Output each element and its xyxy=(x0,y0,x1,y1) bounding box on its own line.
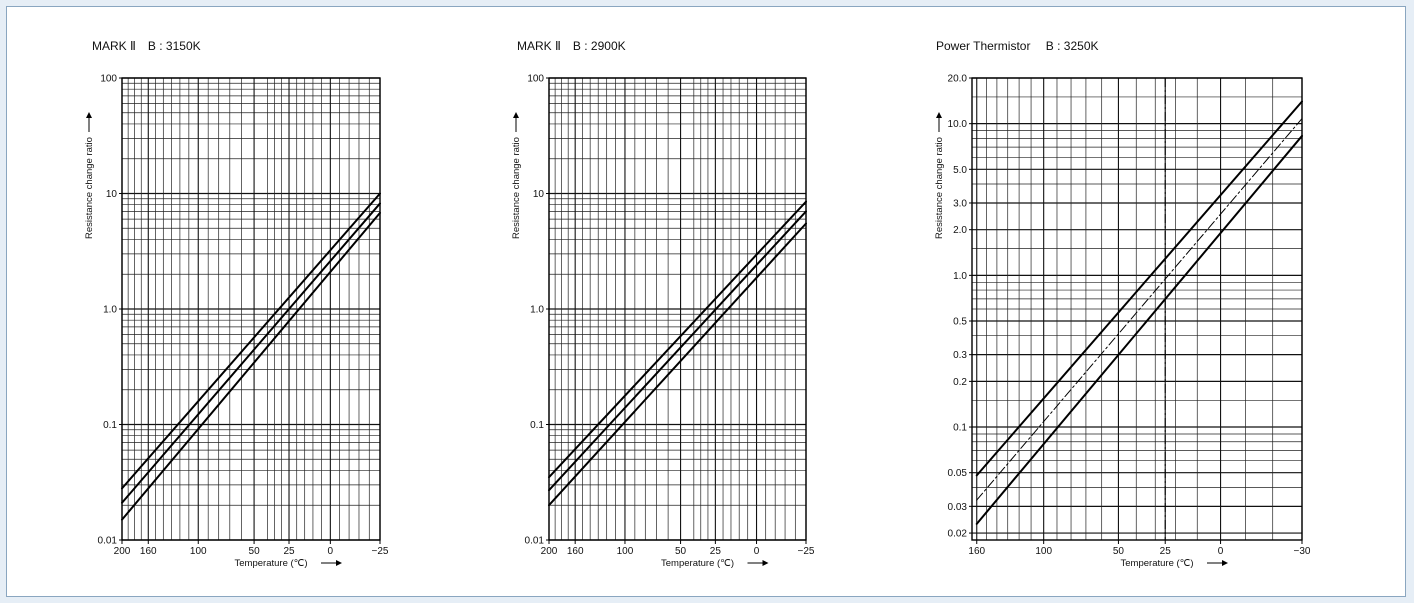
series-line-1 xyxy=(548,200,807,479)
series-line-1 xyxy=(121,192,381,490)
x-tick-label: −25 xyxy=(372,546,389,557)
y-tick-label: 0.03 xyxy=(948,502,968,513)
x-tick-label: 200 xyxy=(541,546,558,557)
y-tick-label: 1.0 xyxy=(103,305,117,316)
chart-title: Power Thermistor B : 3250K xyxy=(936,39,1099,53)
y-tick-label: 1.0 xyxy=(530,305,544,316)
y-axis-arrowhead xyxy=(936,112,942,118)
y-tick-label: 0.3 xyxy=(953,350,967,361)
x-tick-label: −25 xyxy=(798,546,815,557)
y-tick-label: 0.2 xyxy=(953,377,967,388)
x-tick-label: 200 xyxy=(114,546,131,557)
y-tick-label: 10 xyxy=(106,189,118,200)
y-tick-label: 100 xyxy=(527,74,544,85)
series-line-3 xyxy=(975,134,1303,525)
chart-title: MARK Ⅱ B : 3150K xyxy=(92,39,201,53)
y-tick-label: 100 xyxy=(100,74,117,85)
chart-3: Power Thermistor B : 3250K 20.0 10.0 5.0 3.0… xyxy=(934,39,1311,569)
x-tick-label: 0 xyxy=(1218,546,1224,557)
y-tick-label: 0.02 xyxy=(948,529,968,540)
chart-title: MARK Ⅱ B : 2900K xyxy=(517,39,626,53)
x-tick-label: −30 xyxy=(1294,546,1311,557)
y-tick-label: 0.01 xyxy=(98,536,118,547)
y-tick-label: 10.0 xyxy=(948,119,968,130)
x-tick-label: 25 xyxy=(710,546,722,557)
y-tick-label: 0.1 xyxy=(103,420,117,431)
x-axis-label: Temperature (℃) xyxy=(1121,558,1194,569)
y-tick-label: 20.0 xyxy=(948,74,968,85)
x-tick-label: 50 xyxy=(1113,546,1125,557)
y-tick-label: 2.0 xyxy=(953,225,967,236)
x-tick-label: 50 xyxy=(249,546,261,557)
y-axis-label: Resistance change ratio xyxy=(84,137,95,239)
series-line-2 xyxy=(548,210,807,492)
y-tick-label: 5.0 xyxy=(953,165,967,176)
x-tick-label: 50 xyxy=(675,546,687,557)
series-line-1 xyxy=(975,100,1303,477)
y-tick-label: 0.1 xyxy=(953,423,967,434)
series-line-3 xyxy=(121,211,381,521)
x-tick-label: 160 xyxy=(140,546,157,557)
plot-frame xyxy=(971,77,1303,541)
y-tick-label: 3.0 xyxy=(953,198,967,209)
y-tick-label: 0.5 xyxy=(953,317,967,328)
y-axis-label: Resistance change ratio xyxy=(511,137,522,239)
y-tick-label: 0.01 xyxy=(525,536,545,547)
series-line-2 xyxy=(976,118,1303,501)
x-axis-label: Temperature (℃) xyxy=(661,558,734,569)
y-axis-arrowhead xyxy=(86,112,92,118)
y-tick-label: 10 xyxy=(533,189,545,200)
x-tick-label: 100 xyxy=(190,546,207,557)
page-frame xyxy=(6,6,1406,597)
x-axis-label: Temperature (℃) xyxy=(235,558,308,569)
x-tick-label: 0 xyxy=(754,546,760,557)
x-axis-arrowhead xyxy=(336,560,342,566)
y-tick-label: 0.05 xyxy=(948,468,968,479)
series-line-2 xyxy=(121,202,381,504)
y-axis-label: Resistance change ratio xyxy=(934,137,945,239)
series-line-3 xyxy=(548,222,807,507)
x-tick-label: 100 xyxy=(617,546,634,557)
x-axis-arrowhead xyxy=(762,560,769,566)
x-tick-label: 0 xyxy=(328,546,334,557)
x-tick-label: 25 xyxy=(283,546,295,557)
y-tick-label: 0.1 xyxy=(530,420,544,431)
x-tick-label: 160 xyxy=(567,546,584,557)
x-tick-label: 100 xyxy=(1035,546,1052,557)
y-tick-label: 1.0 xyxy=(953,271,967,282)
x-axis-arrowhead xyxy=(1222,560,1228,566)
x-tick-label: 160 xyxy=(968,546,985,557)
x-tick-label: 25 xyxy=(1160,546,1172,557)
y-axis-arrowhead xyxy=(513,112,519,118)
